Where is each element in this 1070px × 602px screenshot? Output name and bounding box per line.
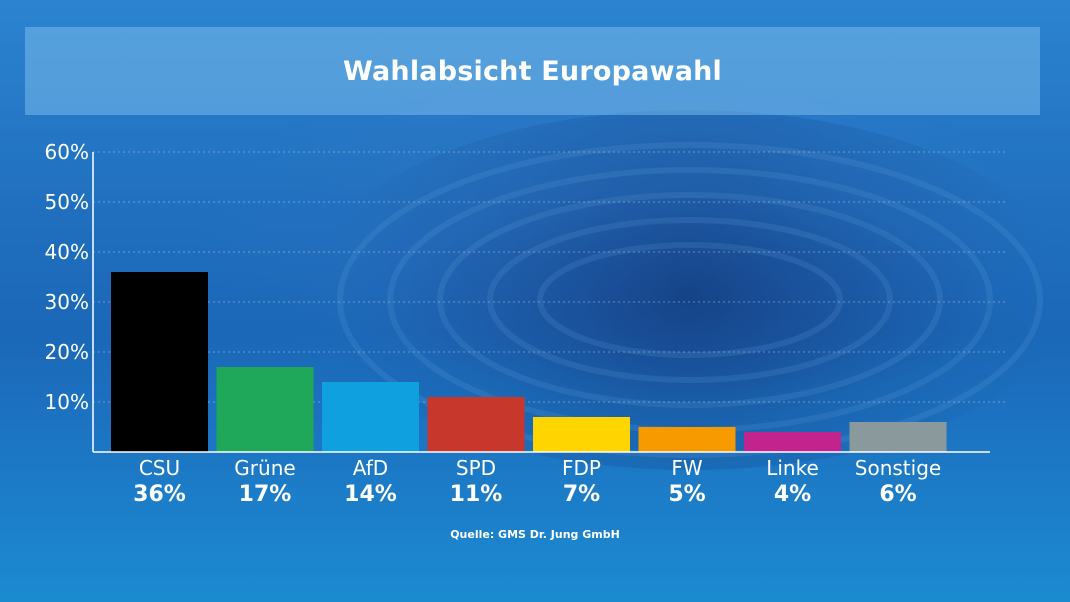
bar-linke xyxy=(744,432,841,452)
y-tick-label: 40% xyxy=(45,240,89,264)
y-tick-label: 20% xyxy=(45,340,89,364)
category-label: CSU xyxy=(139,456,180,480)
category-label: Grüne xyxy=(234,456,295,480)
bar-spd xyxy=(427,397,525,452)
value-label: 4% xyxy=(774,482,811,507)
value-label: 5% xyxy=(668,482,705,507)
y-tick-label: 30% xyxy=(45,290,89,314)
title-band: Wahlabsicht Europawahl xyxy=(25,27,1040,115)
bar-fdp xyxy=(533,417,630,452)
category-label: Linke xyxy=(766,456,819,480)
value-label: 14% xyxy=(344,482,397,507)
value-label: 7% xyxy=(563,482,600,507)
category-label: Sonstige xyxy=(855,456,941,480)
chart-title: Wahlabsicht Europawahl xyxy=(342,55,723,87)
category-label: FW xyxy=(671,456,703,480)
bar-fw xyxy=(638,427,736,452)
y-tick-label: 60% xyxy=(45,140,89,164)
y-tick-label: 10% xyxy=(45,390,89,414)
category-label: SPD xyxy=(456,456,496,480)
bar-gruene xyxy=(216,367,314,452)
source-note: Quelle: GMS Dr. Jung GmbH xyxy=(450,528,620,541)
grid-lines xyxy=(93,151,1005,403)
y-tick-label: 50% xyxy=(45,190,89,214)
bar-csu xyxy=(111,272,208,452)
category-label: AfD xyxy=(353,456,388,480)
y-axis-ticks: 10% 20% 30% 40% 50% 60% xyxy=(45,140,89,414)
value-label: 36% xyxy=(133,482,186,507)
value-label: 17% xyxy=(239,482,292,507)
value-label: 11% xyxy=(450,482,503,507)
value-label: 6% xyxy=(879,482,916,507)
bars xyxy=(111,272,947,452)
bar-afd xyxy=(322,382,419,452)
bar-sonstige xyxy=(849,422,947,452)
category-label: FDP xyxy=(562,456,601,480)
